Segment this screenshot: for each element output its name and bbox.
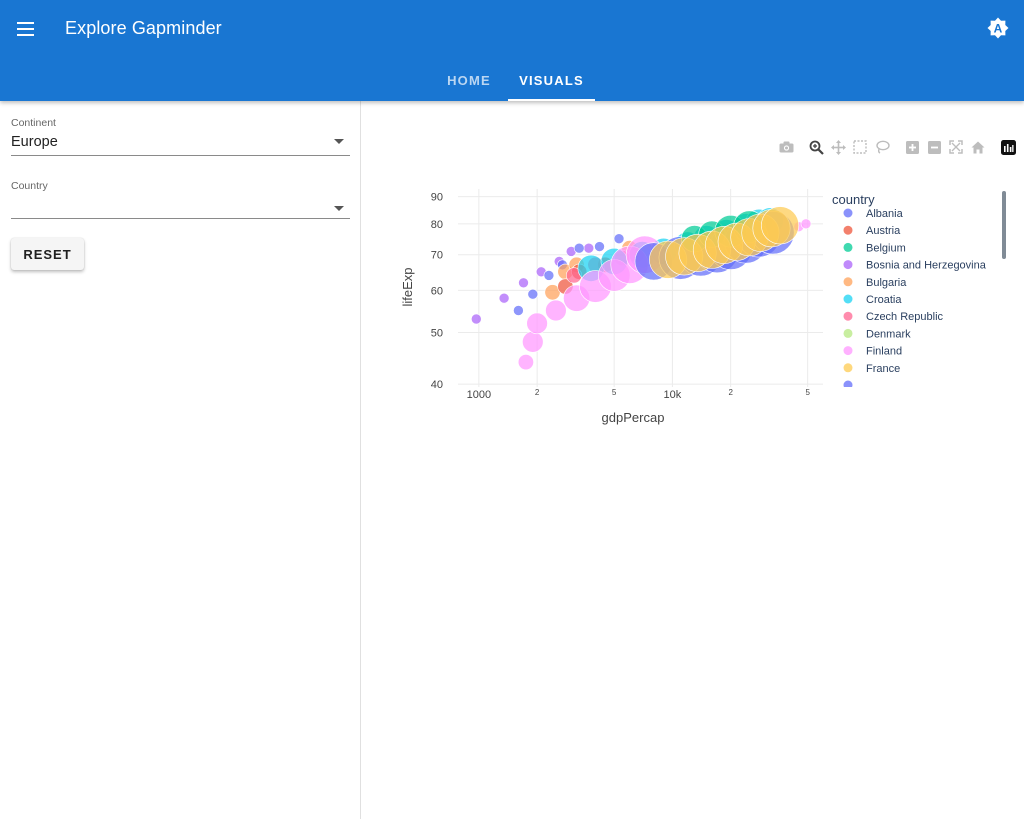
filter-sidebar: Continent Europe Country RESET xyxy=(0,101,361,819)
legend-item[interactable]: Bulgaria xyxy=(843,277,908,289)
menu-icon[interactable] xyxy=(12,16,40,42)
y-axis-title: lifeExp xyxy=(400,267,415,306)
y-tick-label: 60 xyxy=(431,285,443,297)
legend-marker xyxy=(843,208,853,218)
legend-label: Bosnia and Herzegovina xyxy=(866,260,987,272)
box-select-icon[interactable] xyxy=(849,138,871,156)
app-bar: Explore Gapminder A HOME VISUALS xyxy=(0,0,1024,101)
legend-label: Belgium xyxy=(866,242,906,254)
y-tick-label: 70 xyxy=(431,250,443,262)
legend-item[interactable]: Czech Republic xyxy=(843,311,944,323)
continent-value: Europe xyxy=(11,134,58,150)
legend-item[interactable]: Denmark xyxy=(843,328,912,340)
chevron-down-icon[interactable] xyxy=(334,139,344,144)
continent-select[interactable]: Continent Europe xyxy=(11,115,350,156)
zoom-icon[interactable] xyxy=(805,138,827,156)
x-tick-label: 5 xyxy=(805,388,810,397)
legend-label: Finland xyxy=(866,346,902,358)
legend-item[interactable]: Austria xyxy=(843,225,902,237)
bubble-point[interactable] xyxy=(522,331,544,353)
legend-label: Denmark xyxy=(866,328,911,340)
legend-marker xyxy=(843,346,853,356)
legend-marker xyxy=(843,242,853,252)
legend-label: Albania xyxy=(866,208,904,220)
x-tick-label: 5 xyxy=(612,388,617,397)
autoscale-icon[interactable] xyxy=(945,138,967,156)
legend-marker xyxy=(843,380,853,387)
continent-label: Continent xyxy=(11,117,56,129)
lasso-select-icon[interactable] xyxy=(871,138,893,156)
bubble-point[interactable] xyxy=(545,299,567,322)
legend-item[interactable]: Finland xyxy=(843,346,903,358)
bubble-point[interactable] xyxy=(526,312,548,335)
legend-item[interactable]: Croatia xyxy=(843,294,903,306)
bubble-chart: 1000 2 5 10k 2 5 40 50 60 70 80 90 gdpPercap lifeEx… xyxy=(400,189,1006,425)
reset-axes-icon[interactable] xyxy=(967,138,989,156)
bubble-point[interactable] xyxy=(518,277,529,289)
legend-label: Bulgaria xyxy=(866,277,907,289)
country-label: Country xyxy=(11,180,48,192)
x-tick-label: 10k xyxy=(664,389,682,401)
app-title: Explore Gapminder xyxy=(65,18,222,38)
bubble-point[interactable] xyxy=(527,288,539,300)
tab-home[interactable]: HOME xyxy=(447,73,491,88)
legend-marker xyxy=(843,277,853,287)
zoom-in-icon[interactable] xyxy=(901,138,923,156)
bubble-point[interactable] xyxy=(498,292,510,304)
plot-modebar xyxy=(775,138,1019,156)
tab-bar: HOME VISUALS xyxy=(430,60,595,101)
legend-marker xyxy=(843,328,853,338)
chevron-down-icon[interactable] xyxy=(334,206,344,211)
tab-visuals[interactable]: VISUALS xyxy=(508,60,595,101)
legend-item-partial[interactable] xyxy=(843,380,853,390)
legend-label: Czech Republic xyxy=(866,311,944,323)
legend-label: France xyxy=(866,363,900,375)
country-select[interactable]: Country xyxy=(11,178,350,219)
legend-marker xyxy=(843,311,853,321)
camera-icon[interactable] xyxy=(775,138,797,156)
zoom-out-icon[interactable] xyxy=(923,138,945,156)
bubble-point[interactable] xyxy=(517,354,534,371)
bubble-point[interactable] xyxy=(573,242,585,254)
legend-label: Austria xyxy=(866,225,901,237)
legend-marker xyxy=(843,225,853,235)
x-tick-label: 2 xyxy=(535,388,540,397)
bubble-point[interactable] xyxy=(471,313,482,325)
bubble-point[interactable] xyxy=(594,241,605,252)
bubble-point[interactable] xyxy=(543,270,555,281)
bubble-point[interactable] xyxy=(513,305,524,316)
legend-marker xyxy=(843,294,853,304)
theme-toggle-icon[interactable]: A xyxy=(986,16,1010,40)
plotly-logo-icon[interactable] xyxy=(997,138,1019,156)
x-tick-label: 1000 xyxy=(467,389,491,401)
legend-item[interactable]: Belgium xyxy=(843,242,906,254)
y-tick-label: 50 xyxy=(431,327,443,339)
legend-scrollbar[interactable] xyxy=(1002,191,1006,259)
legend-title: country xyxy=(832,192,875,207)
legend-marker xyxy=(843,363,853,373)
legend-item[interactable]: France xyxy=(843,363,901,375)
pan-icon[interactable] xyxy=(827,138,849,156)
legend-item[interactable]: Albania xyxy=(843,208,904,220)
legend-marker xyxy=(843,260,853,270)
bubble-point[interactable] xyxy=(613,233,625,244)
bubble-point[interactable] xyxy=(761,206,800,245)
legend-item[interactable]: Bosnia and Herzegovina xyxy=(843,260,987,272)
reset-button[interactable]: RESET xyxy=(11,238,84,270)
svg-text:A: A xyxy=(994,22,1003,36)
x-tick-label: 2 xyxy=(728,388,733,397)
bubble-point[interactable] xyxy=(800,218,812,230)
legend-label: Croatia xyxy=(866,294,902,306)
chart-panel: 1000 2 5 10k 2 5 40 50 60 70 80 90 gdpPercap lifeEx… xyxy=(361,101,1024,819)
y-tick-label: 40 xyxy=(431,379,443,391)
y-tick-label: 90 xyxy=(431,192,443,204)
bubble-point[interactable] xyxy=(583,242,595,254)
y-tick-label: 80 xyxy=(431,219,443,231)
x-axis-title: gdpPercap xyxy=(602,410,665,425)
